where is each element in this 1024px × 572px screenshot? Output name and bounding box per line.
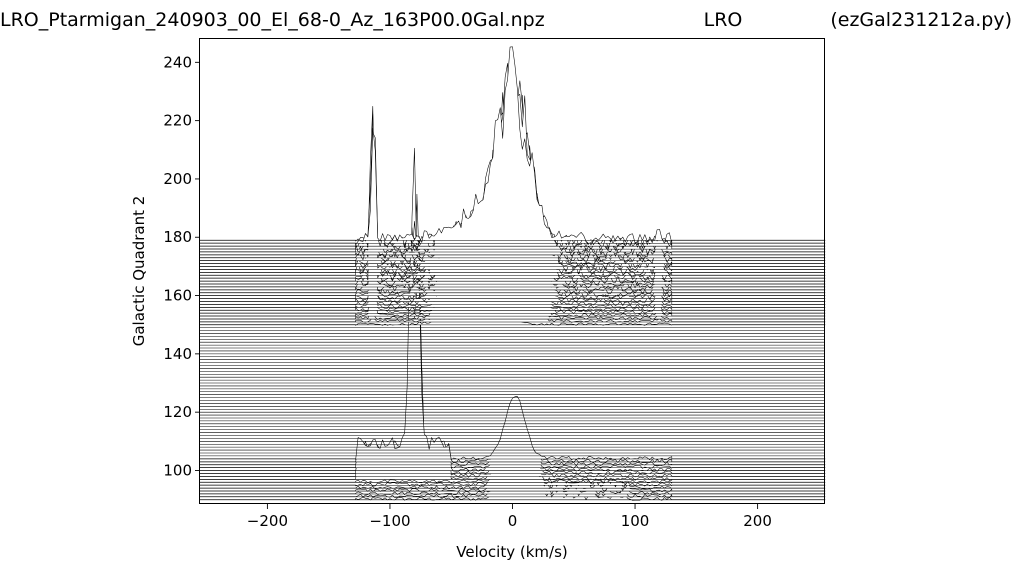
y-tick-label: 100 [163,461,192,479]
y-tick-label: 200 [163,170,192,188]
plot-frame [199,38,825,504]
y-tick-label: 160 [163,287,192,305]
y-tick-label: 220 [163,112,192,130]
y-tick-label: 120 [163,403,192,421]
x-tick-label: 0 [508,512,518,530]
y-tick-label: 240 [163,53,192,71]
header-script: (ezGal231212a.py) [830,9,1012,31]
header-filename: LRO_Ptarmigan_240903_00_El_68-0_Az_163P0… [0,9,545,31]
y-tick-label: 180 [163,228,192,246]
y-tick-label: 140 [163,345,192,363]
x-axis-label: Velocity (km/s) [456,543,567,561]
spectrum-traces [199,46,826,501]
x-tick-label: 200 [743,512,772,530]
spectrum-trace [199,46,826,244]
x-axis-ticks: −200 −100 0 100 200 [247,504,772,530]
y-axis-label: Galactic Quadrant 2 [130,196,148,347]
x-tick-label: −100 [369,512,410,530]
header-observatory: LRO [704,9,743,31]
plot-area [199,46,826,501]
y-axis-ticks: 100 120 140 160 180 200 220 240 [163,53,200,479]
x-tick-label: −200 [247,512,288,530]
x-tick-label: 100 [621,512,650,530]
